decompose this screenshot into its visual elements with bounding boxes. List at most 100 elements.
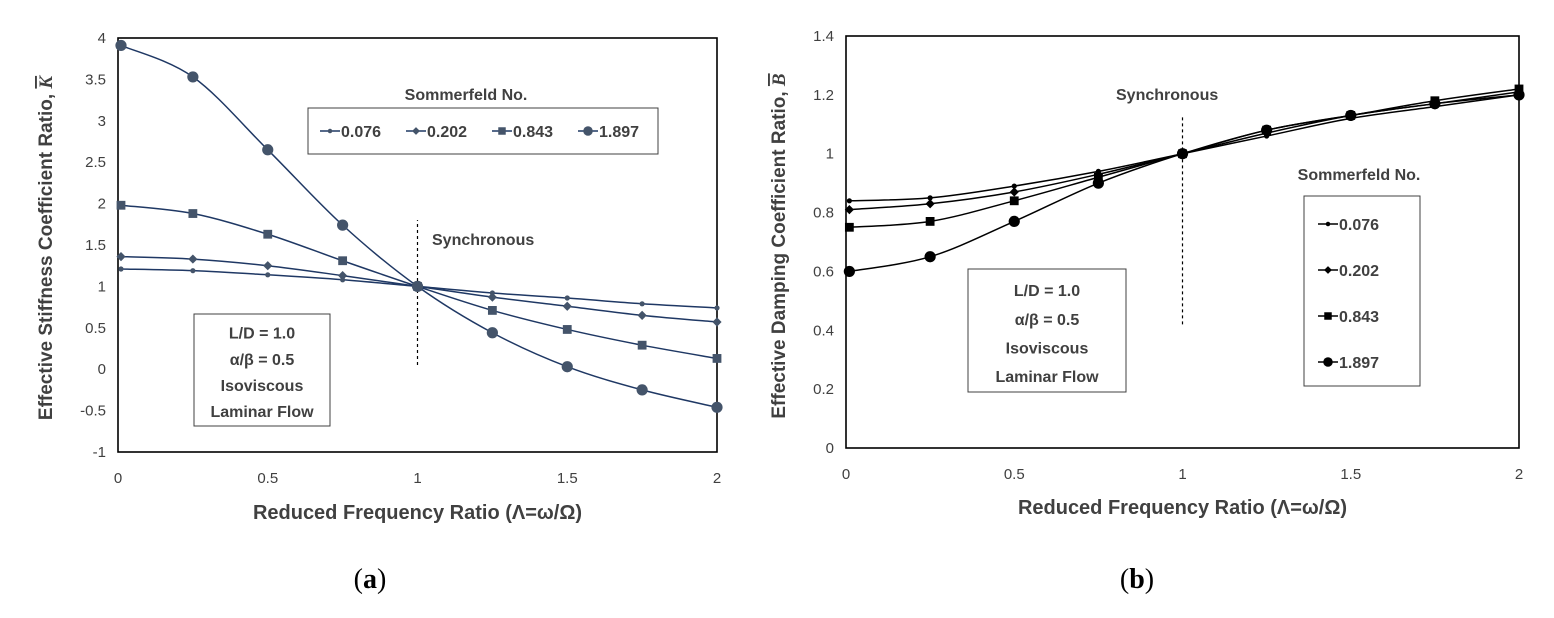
data-point-1.897 xyxy=(1008,215,1020,227)
y-tick-label: -0.5 xyxy=(80,403,106,420)
figure-caption: (a) xyxy=(354,564,387,595)
legend-label-1.897: 1.897 xyxy=(599,124,639,141)
data-point-0.843 xyxy=(844,222,854,232)
x-tick-label: 0.5 xyxy=(257,470,278,487)
data-point-0.076 xyxy=(118,266,124,272)
data-point-0.843 xyxy=(1093,172,1103,182)
legend-label-0.202: 0.202 xyxy=(1339,263,1379,280)
x-axis-title: Reduced Frequency Ratio (Λ=ω/Ω) xyxy=(1018,497,1347,519)
parameter-label: Isoviscous xyxy=(221,378,304,395)
y-axis-title-symbol: K xyxy=(36,75,57,90)
x-tick-label: 1.5 xyxy=(1340,466,1361,483)
data-point-0.076 xyxy=(1011,183,1017,189)
data-point-0.843 xyxy=(188,209,198,218)
data-point-0.202 xyxy=(925,199,935,209)
legend-label-0.202: 0.202 xyxy=(427,124,467,141)
x-tick-label: 0 xyxy=(114,470,122,487)
data-point-1.897 xyxy=(1429,98,1441,110)
y-tick-label: 0.8 xyxy=(813,205,834,222)
plot-frame xyxy=(845,35,1520,449)
legend-label-0.076: 0.076 xyxy=(1339,217,1379,234)
y-tick-label: 2 xyxy=(98,196,106,213)
y-tick-label: 2.5 xyxy=(85,154,106,171)
parameter-label: Isoviscous xyxy=(1006,340,1089,357)
parameters-box xyxy=(193,313,331,427)
data-point-0.843 xyxy=(562,325,572,334)
data-point-0.202 xyxy=(188,254,198,264)
x-tick-label: 0.5 xyxy=(1004,466,1025,483)
legend-title: Sommerfeld No. xyxy=(405,87,528,104)
chart-b: 0 0.2 0.4 0.6 0.8 1 1.2 1.4 0 0.5 1 1.5 2 Reduced Fre… xyxy=(769,28,1525,595)
y-axis-title-symbol: B xyxy=(769,73,790,87)
data-point-0.202 xyxy=(338,271,348,281)
figure-caption-close: ) xyxy=(377,564,386,595)
data-point-1.897 xyxy=(1092,177,1104,189)
legend-marker-0.076 xyxy=(1325,221,1331,227)
legend-title: Sommerfeld No. xyxy=(1298,167,1421,184)
data-point-1.897 xyxy=(636,384,648,396)
legend-marker-0.202 xyxy=(1324,266,1332,274)
data-point-1.897 xyxy=(1345,109,1357,122)
data-point-0.843 xyxy=(637,340,647,350)
data-point-1.897 xyxy=(924,251,936,263)
data-point-0.843 xyxy=(1514,84,1524,94)
data-point-1.897 xyxy=(411,280,424,292)
figure-caption-open: ( xyxy=(354,564,363,595)
legend-label-0.843: 0.843 xyxy=(513,124,553,141)
data-point-1.897 xyxy=(1513,89,1525,101)
legend-marker-0.076 xyxy=(327,128,333,134)
data-point-0.843 xyxy=(487,306,497,315)
data-point-0.202 xyxy=(844,205,854,215)
legend-label-0.076: 0.076 xyxy=(341,124,381,141)
data-point-0.843 xyxy=(263,229,273,239)
data-point-0.076 xyxy=(639,301,645,307)
data-point-0.076 xyxy=(564,295,570,301)
x-tick-label: 2 xyxy=(1515,466,1523,483)
data-point-0.843 xyxy=(338,256,348,266)
synchronous-label: Synchronous xyxy=(432,232,534,249)
legend-label-0.843: 0.843 xyxy=(1339,309,1379,326)
y-tick-label: 0.5 xyxy=(85,320,106,337)
chart-a: -1 -0.5 0 0.5 1 1.5 2 2.5 3 3.5 4 0 0.5 1 1.5 2 Reduced … xyxy=(36,30,723,595)
figure-caption-close: ) xyxy=(1145,564,1154,595)
data-point-1.897 xyxy=(486,327,498,339)
y-tick-label: 1 xyxy=(98,278,106,295)
data-point-0.202 xyxy=(263,261,273,271)
data-point-0.202 xyxy=(487,292,497,302)
data-point-0.843 xyxy=(116,200,126,210)
figure-caption-letter: b xyxy=(1129,564,1145,595)
data-point-1.897 xyxy=(711,401,723,413)
data-point-0.202 xyxy=(1009,187,1019,197)
data-point-0.202 xyxy=(562,301,572,311)
x-tick-label: 0 xyxy=(842,466,850,483)
data-point-1.897 xyxy=(262,144,274,156)
parameter-label: L/D = 1.0 xyxy=(229,326,295,343)
data-point-1.897 xyxy=(1176,148,1189,160)
y-tick-label: 1.2 xyxy=(813,87,834,104)
y-tick-label: 0 xyxy=(98,361,106,378)
x-tick-label: 1 xyxy=(1178,466,1186,483)
plot-frame xyxy=(117,37,718,453)
data-point-0.843 xyxy=(925,217,935,226)
y-tick-label: 0.6 xyxy=(813,263,834,280)
data-point-1.897 xyxy=(561,361,573,373)
data-point-0.843 xyxy=(712,354,722,363)
y-axis-title-text: Effective Damping Coefficient Ratio, xyxy=(769,86,790,419)
figure-caption-letter: a xyxy=(363,564,377,595)
y-tick-label: 0.2 xyxy=(813,381,834,398)
y-tick-label: 1.5 xyxy=(85,237,106,254)
data-point-0.076 xyxy=(846,198,852,204)
figure-caption: (b) xyxy=(1120,564,1154,595)
x-tick-label: 1 xyxy=(413,470,421,487)
legend-marker-0.202 xyxy=(412,127,420,135)
data-point-0.076 xyxy=(190,268,196,274)
synchronous-label: Synchronous xyxy=(1116,87,1218,104)
data-point-0.202 xyxy=(116,251,126,262)
data-point-1.897 xyxy=(115,39,127,52)
x-tick-label: 1.5 xyxy=(557,470,578,487)
data-point-1.897 xyxy=(843,265,855,278)
data-point-0.076 xyxy=(714,305,720,311)
y-tick-label: 0.4 xyxy=(813,322,834,339)
y-axis-title-text: Effective Stiffness Coefficient Ratio, xyxy=(36,89,57,421)
